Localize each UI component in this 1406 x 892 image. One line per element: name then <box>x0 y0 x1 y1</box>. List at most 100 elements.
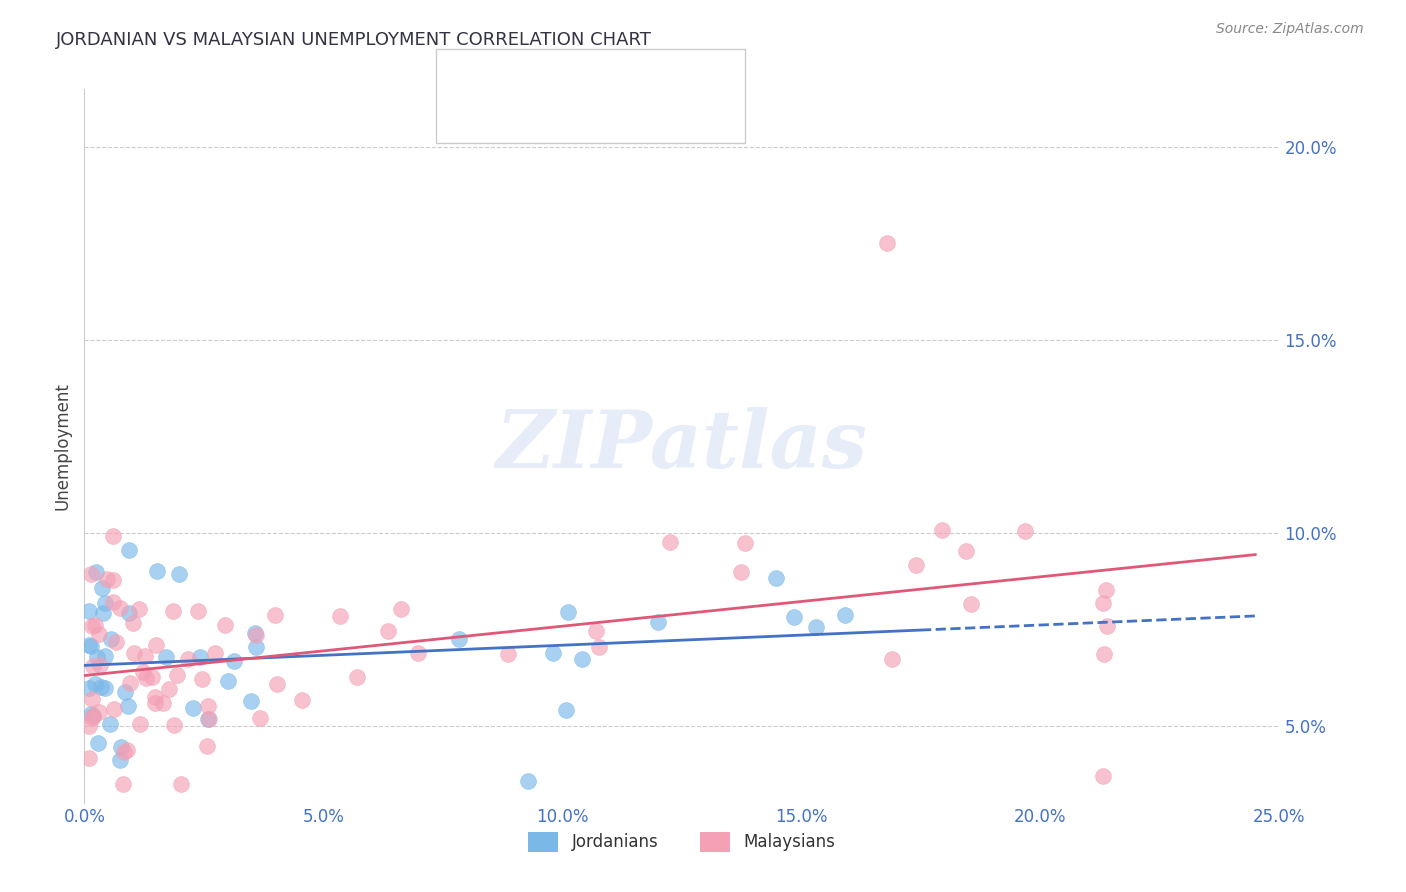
Point <box>955 543 977 558</box>
Point <box>82 709 104 723</box>
Point <box>391 601 413 615</box>
Text: N =: N = <box>576 73 628 91</box>
Point <box>143 690 166 705</box>
Point <box>128 602 150 616</box>
Point <box>517 774 540 789</box>
Point <box>245 627 267 641</box>
Point <box>166 667 188 681</box>
Point <box>89 657 111 672</box>
Text: 74: 74 <box>613 104 636 122</box>
Point <box>585 624 607 638</box>
Point <box>249 711 271 725</box>
Point <box>146 565 169 579</box>
Point <box>83 677 105 691</box>
Point <box>880 652 903 666</box>
Point <box>155 650 177 665</box>
Point <box>145 638 167 652</box>
Point <box>1091 769 1114 783</box>
Text: ZIPatlas: ZIPatlas <box>496 408 868 484</box>
Point <box>101 573 124 587</box>
Point <box>557 606 579 620</box>
Point <box>198 712 221 726</box>
Point <box>77 638 100 652</box>
Point <box>79 567 101 582</box>
Point <box>197 699 219 714</box>
Text: 0.185: 0.185 <box>524 104 575 122</box>
Point <box>110 740 132 755</box>
Point <box>82 709 104 723</box>
Point <box>217 674 239 689</box>
Point <box>105 635 128 649</box>
Point <box>77 750 100 764</box>
Point <box>204 646 226 660</box>
Point <box>80 707 103 722</box>
Point <box>82 619 104 633</box>
Point <box>765 571 787 585</box>
Point <box>108 601 131 615</box>
Point <box>128 716 150 731</box>
Point <box>93 649 115 664</box>
Point <box>152 696 174 710</box>
Point <box>377 624 399 638</box>
Point <box>91 581 114 595</box>
Point <box>94 681 117 695</box>
Point <box>187 604 209 618</box>
Point <box>117 698 139 713</box>
Point <box>87 736 110 750</box>
Point <box>931 523 953 537</box>
Point <box>181 701 204 715</box>
Point <box>447 632 470 646</box>
Point <box>191 672 214 686</box>
Point <box>163 718 186 732</box>
Point <box>291 693 314 707</box>
Point <box>112 745 135 759</box>
Point <box>82 659 104 673</box>
Point <box>730 565 752 579</box>
Point <box>132 665 155 680</box>
Text: Source: ZipAtlas.com: Source: ZipAtlas.com <box>1216 22 1364 37</box>
Point <box>239 694 262 708</box>
Point <box>110 753 132 767</box>
Point <box>157 682 180 697</box>
Point <box>1092 647 1115 661</box>
Point <box>188 649 211 664</box>
Point <box>101 529 124 543</box>
Point <box>647 615 669 629</box>
Point <box>114 685 136 699</box>
Point <box>1095 619 1118 633</box>
Point <box>96 573 118 587</box>
Point <box>783 610 806 624</box>
Point <box>195 739 218 754</box>
Point <box>101 595 124 609</box>
Point <box>118 606 141 620</box>
Point <box>541 646 564 660</box>
Point <box>496 647 519 661</box>
Point <box>406 646 429 660</box>
Point <box>82 692 104 706</box>
Point <box>89 626 111 640</box>
Text: R =: R = <box>492 104 531 122</box>
Text: 46: 46 <box>613 73 636 91</box>
Point <box>1014 524 1036 539</box>
Point <box>143 696 166 710</box>
Point <box>960 598 983 612</box>
Point <box>118 676 141 690</box>
Point <box>115 743 138 757</box>
Point <box>329 609 352 624</box>
Point <box>98 716 121 731</box>
Point <box>167 567 190 582</box>
Point <box>1092 596 1115 610</box>
Point <box>806 620 828 634</box>
Point <box>177 651 200 665</box>
Point <box>243 626 266 640</box>
Point <box>87 705 110 719</box>
Point <box>80 711 103 725</box>
Point <box>905 558 928 572</box>
Text: 0.135: 0.135 <box>524 73 576 91</box>
Point <box>834 607 856 622</box>
Point <box>122 616 145 631</box>
Point <box>346 670 368 684</box>
Point <box>588 640 610 654</box>
Point <box>554 703 576 717</box>
Point <box>122 646 145 660</box>
